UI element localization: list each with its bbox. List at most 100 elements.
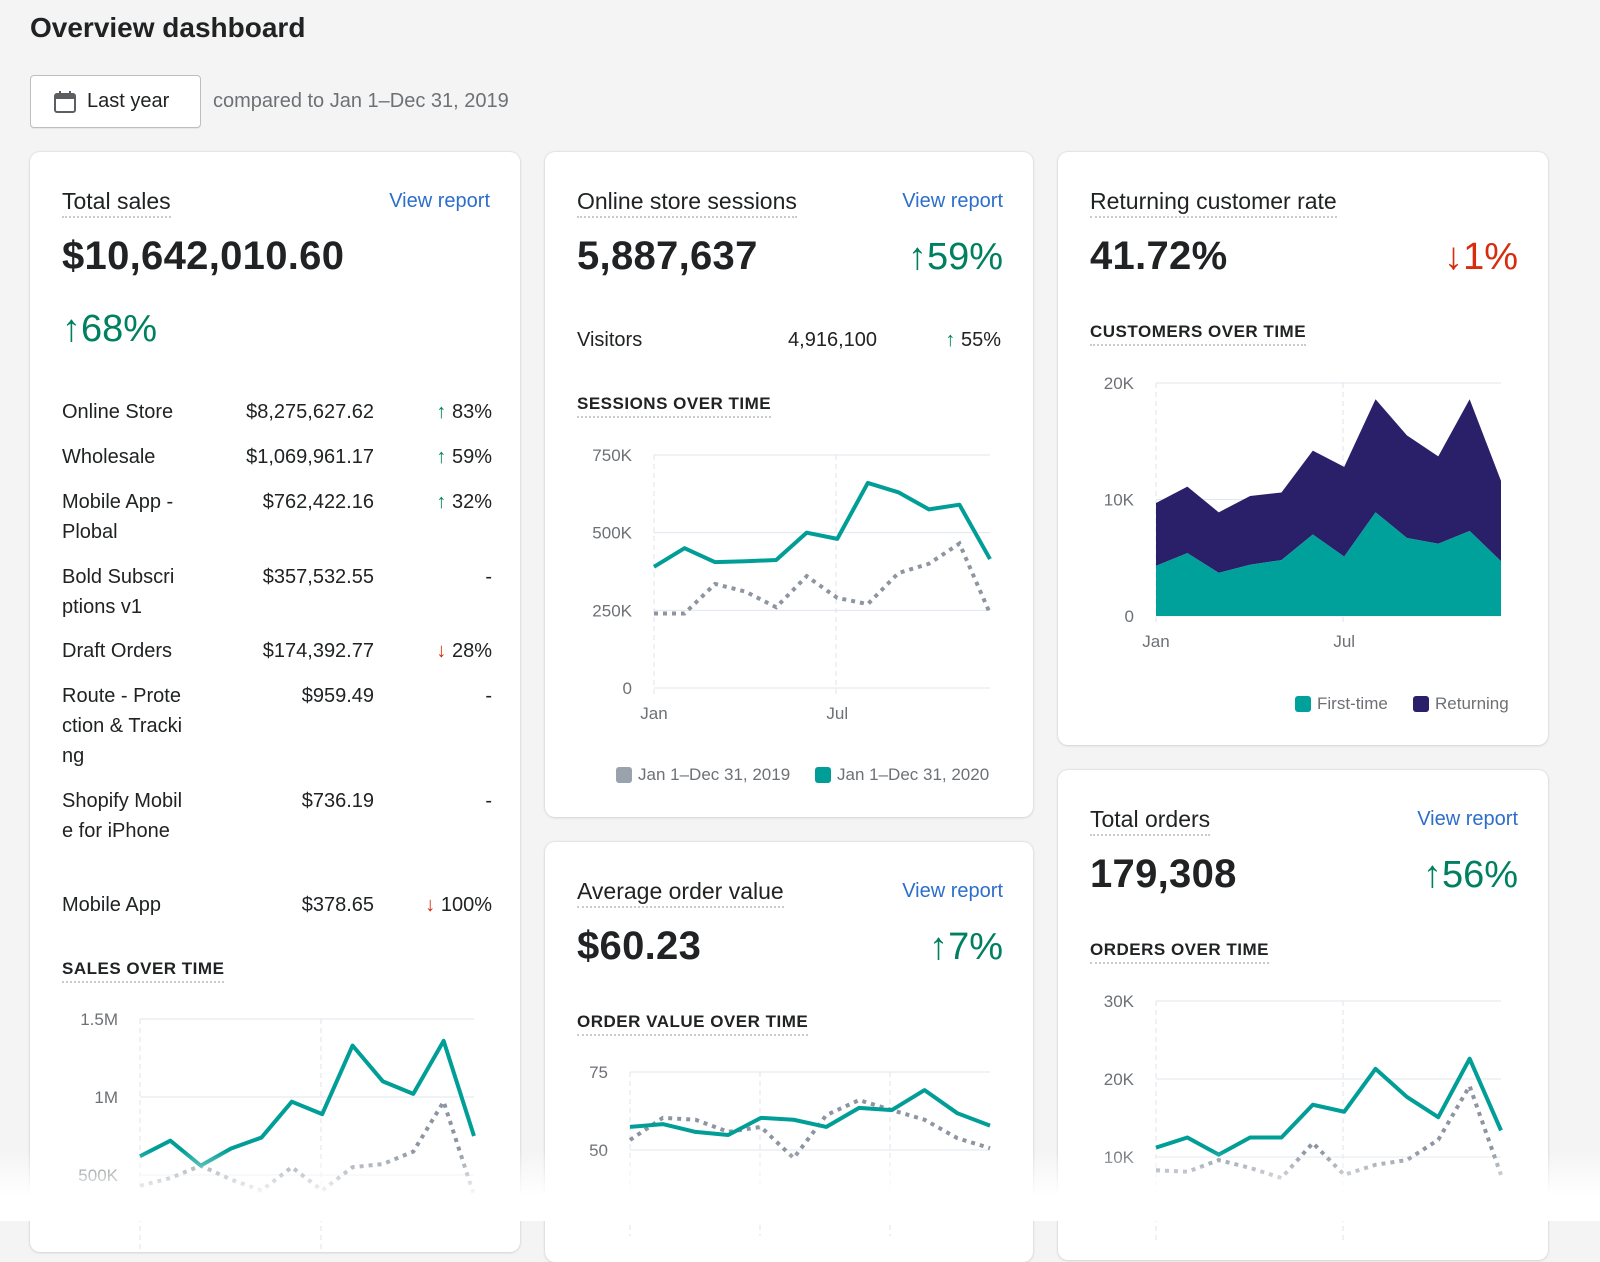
total-orders-value: 179,308 bbox=[1090, 852, 1237, 896]
sessions-over-time-chart: 0 250K 500K 750K Jan Jul bbox=[592, 446, 992, 723]
legend-swatch bbox=[815, 767, 831, 783]
legend-swatch bbox=[616, 767, 632, 783]
series-2020-line bbox=[1155, 1056, 1503, 1157]
x-tick-label: Jan bbox=[640, 704, 667, 723]
channel-value: $1,069,961.17 bbox=[246, 446, 374, 468]
x-tick-label: Jan bbox=[1142, 632, 1169, 651]
sessions-change: ↑59% bbox=[907, 236, 1003, 278]
channel-value: $959.49 bbox=[301, 685, 374, 707]
sales-over-time-chart: 500K1M1.5M bbox=[78, 1010, 476, 1252]
total-sales-card: Total sales View report $10,642,010.60 ↑… bbox=[30, 152, 520, 1252]
chart-title: CUSTOMERS OVER TIME bbox=[1090, 322, 1307, 346]
legend-returning: Returning bbox=[1413, 694, 1509, 714]
sales-channel-row: Mobile App $378.65 ↓ 100% bbox=[62, 890, 492, 930]
bottom-fade bbox=[0, 1150, 1600, 1221]
series-2019-line bbox=[628, 1097, 991, 1162]
card-title: Total orders bbox=[1090, 806, 1211, 836]
channel-change: ↑ 32% bbox=[436, 491, 492, 513]
channel-value: $736.19 bbox=[301, 790, 374, 812]
channel-value: $8,275,627.62 bbox=[246, 401, 374, 423]
card-title: Online store sessions bbox=[577, 188, 797, 218]
chart-title: ORDER VALUE OVER TIME bbox=[577, 1012, 809, 1036]
channel-name: Route - Protection & Tracking bbox=[62, 685, 183, 767]
view-report-link[interactable]: View report bbox=[389, 190, 490, 212]
total-sales-value: $10,642,010.60 bbox=[62, 234, 345, 278]
channel-value: $174,392.77 bbox=[262, 640, 374, 662]
legend-2019: Jan 1–Dec 31, 2019 bbox=[616, 765, 790, 785]
sales-channel-row: Route - Protection & Tracking $959.49 - bbox=[62, 681, 492, 786]
sales-channel-row: Mobile App - Plobal $762,422.16 ↑ 32% bbox=[62, 487, 492, 562]
view-report-link[interactable]: View report bbox=[902, 190, 1003, 212]
aov-value: $60.23 bbox=[577, 924, 702, 968]
y-tick-label: 1.5M bbox=[80, 1010, 118, 1029]
channel-name: Shopify Mobile for iPhone bbox=[62, 790, 183, 842]
series-2020-line bbox=[652, 480, 992, 569]
series-2020-line bbox=[139, 1038, 476, 1168]
compare-text: compared to Jan 1–Dec 31, 2019 bbox=[213, 90, 509, 112]
y-tick-label: 500K bbox=[592, 524, 632, 543]
channel-name: Online Store bbox=[62, 401, 174, 423]
x-tick-label: Jul bbox=[826, 704, 848, 723]
y-tick-label: 250K bbox=[592, 601, 632, 620]
channel-value: $378.65 bbox=[301, 894, 374, 916]
sales-channel-row: Draft Orders $174,392.77 ↓ 28% bbox=[62, 636, 492, 681]
date-range-button[interactable]: Last year bbox=[30, 75, 201, 128]
returning-rate-value: 41.72% bbox=[1090, 234, 1228, 278]
channel-name: Draft Orders bbox=[62, 640, 173, 662]
channel-change: - bbox=[485, 685, 492, 707]
returning-customer-card: Returning customer rate 41.72% ↓1% CUSTO… bbox=[1058, 152, 1548, 745]
y-tick-label: 0 bbox=[623, 679, 632, 698]
card-title: Total sales bbox=[62, 188, 171, 218]
customers-over-time-chart: 0 10K 20K Jan Jul bbox=[1104, 374, 1501, 651]
channel-change: ↑ 59% bbox=[436, 446, 492, 468]
card-title: Returning customer rate bbox=[1090, 188, 1337, 218]
y-tick-label: 0 bbox=[1125, 607, 1134, 626]
channel-change: ↓ 28% bbox=[436, 640, 492, 662]
series-2019-line bbox=[139, 1096, 476, 1196]
returning-area bbox=[1156, 399, 1501, 573]
total-sales-change: ↑68% bbox=[62, 308, 158, 350]
sales-channel-row: Shopify Mobile for iPhone $736.19 - bbox=[62, 786, 492, 890]
x-tick-label: Jul bbox=[1333, 632, 1355, 651]
legend-swatch bbox=[1295, 696, 1311, 712]
chart-title: SESSIONS OVER TIME bbox=[577, 394, 772, 418]
y-tick-label: 30K bbox=[1104, 992, 1135, 1011]
series-2019-line bbox=[654, 540, 992, 616]
channel-change: - bbox=[485, 566, 492, 588]
channel-name: Mobile App - Plobal bbox=[62, 491, 174, 543]
legend-2020: Jan 1–Dec 31, 2020 bbox=[815, 765, 989, 785]
aov-change: ↑7% bbox=[929, 926, 1003, 968]
visitors-label: Visitors bbox=[577, 329, 643, 351]
y-tick-label: 1M bbox=[94, 1088, 118, 1107]
y-tick-label: 20K bbox=[1104, 374, 1135, 393]
channel-change: - bbox=[485, 790, 492, 812]
chart-title: SALES OVER TIME bbox=[62, 959, 225, 983]
y-tick-label: 10K bbox=[1104, 491, 1135, 510]
sessions-card: Online store sessions View report 5,887,… bbox=[545, 152, 1033, 817]
y-tick-label: 75 bbox=[589, 1063, 608, 1082]
channel-name: Bold Subscriptions v1 bbox=[62, 566, 175, 618]
sessions-value: 5,887,637 bbox=[577, 234, 758, 278]
channel-name: Wholesale bbox=[62, 446, 156, 468]
legend-first-time: First-time bbox=[1295, 694, 1388, 714]
channel-change: ↓ 100% bbox=[425, 894, 492, 916]
view-report-link[interactable]: View report bbox=[1417, 808, 1518, 830]
y-tick-label: 20K bbox=[1104, 1070, 1135, 1089]
page-title: Overview dashboard bbox=[30, 12, 306, 43]
visitors-change: ↑ 55% bbox=[945, 329, 1001, 351]
returning-rate-change: ↓1% bbox=[1444, 236, 1518, 278]
view-report-link[interactable]: View report bbox=[902, 880, 1003, 902]
sales-channel-row: Wholesale $1,069,961.17 ↑ 59% bbox=[62, 442, 492, 487]
first-time-area bbox=[1156, 512, 1501, 616]
sales-channel-row: Bold Subscriptions v1 $357,532.55 - bbox=[62, 562, 492, 636]
legend-swatch bbox=[1413, 696, 1429, 712]
series-2020-line bbox=[629, 1088, 991, 1138]
y-tick-label: 750K bbox=[592, 446, 632, 465]
channel-value: $762,422.16 bbox=[262, 491, 374, 513]
channel-value: $357,532.55 bbox=[262, 566, 374, 588]
calendar-icon bbox=[54, 90, 76, 113]
total-orders-change: ↑56% bbox=[1422, 854, 1518, 896]
date-range-label: Last year bbox=[87, 90, 170, 112]
channel-name: Mobile App bbox=[62, 894, 161, 916]
channel-change: ↑ 83% bbox=[436, 401, 492, 423]
